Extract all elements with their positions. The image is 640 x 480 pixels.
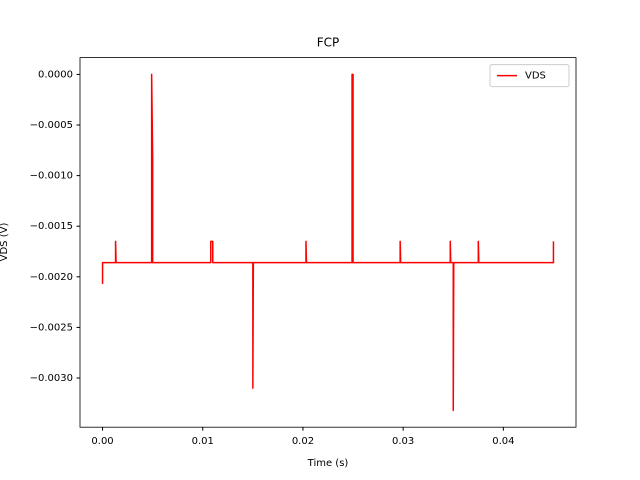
y-tick-label: −0.0010	[30, 171, 73, 182]
y-tick-label: −0.0030	[30, 373, 73, 384]
x-tick-label: 0.03	[392, 436, 414, 447]
x-tick-label: 0.00	[91, 436, 113, 447]
y-axis-label: VDS (V)	[0, 223, 10, 262]
legend-box	[489, 64, 570, 88]
data-line	[101, 73, 555, 412]
y-tick-label: 0.0000	[38, 69, 73, 80]
x-axis-label: Time (s)	[307, 458, 349, 469]
plot-frame	[79, 57, 577, 428]
chart-title: FCP	[317, 36, 340, 50]
y-tick-label: −0.0025	[30, 322, 73, 333]
y-tick-label: −0.0005	[30, 120, 73, 131]
x-tick-label: 0.01	[192, 436, 214, 447]
y-tick-label: −0.0020	[30, 272, 73, 283]
x-tick-label: 0.02	[292, 436, 314, 447]
y-tick-label: −0.0015	[30, 221, 73, 232]
legend-label: VDS	[525, 71, 546, 82]
x-tick-label: 0.04	[492, 436, 514, 447]
